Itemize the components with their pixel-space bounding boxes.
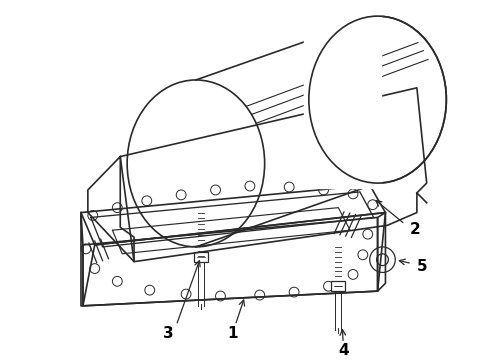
Text: 1: 1 [227, 326, 238, 341]
Bar [304, 11, 381, 188]
Bar [331, 281, 345, 291]
Text: 5: 5 [416, 259, 427, 274]
Text: 2: 2 [410, 222, 420, 237]
Text: 4: 4 [338, 343, 348, 357]
Bar [194, 252, 208, 262]
Text: 3: 3 [163, 326, 174, 341]
